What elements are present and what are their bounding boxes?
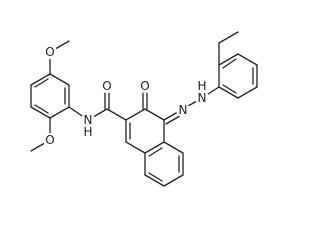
atom-label: H [83,125,92,139]
structure-diagram: O O N H O O N H N [30,31,258,187]
atom-label: O [45,45,54,59]
atom-label: O [45,133,54,147]
atom-label: H [197,79,206,93]
atom-label: N [179,103,188,117]
atom-label: N [84,113,93,127]
atom-label: N [198,91,207,105]
atom-label: O [102,79,111,93]
atom-label: O [140,79,149,93]
atom-labels: O O N H O O N H N [43,45,209,147]
bonds [30,31,258,187]
